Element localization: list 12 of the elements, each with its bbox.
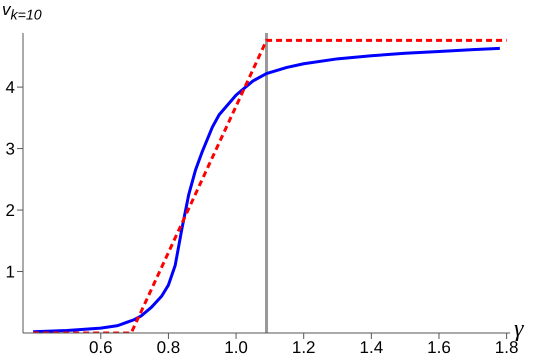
x-axis-title: γ bbox=[514, 316, 524, 342]
x-tick-label: 0.8 bbox=[156, 338, 180, 358]
x-tick-label: 1.6 bbox=[427, 338, 451, 358]
y-axis-title: v$_{k=10}$ bbox=[2, 0, 42, 24]
x-tick-label: 1.2 bbox=[292, 338, 316, 358]
x-tick-label: 0.6 bbox=[88, 338, 113, 358]
x-tick-label: 1.0 bbox=[224, 338, 248, 358]
x-tick-label: 1.4 bbox=[360, 338, 384, 358]
y-tick-label: 4 bbox=[6, 78, 15, 98]
y-tick-label: 2 bbox=[6, 201, 15, 220]
y-tick-label: 1 bbox=[6, 262, 15, 282]
y-tick-label: 3 bbox=[6, 140, 15, 159]
